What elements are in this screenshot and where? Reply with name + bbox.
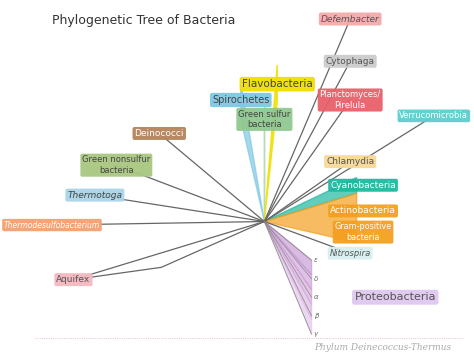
Text: Thermotoga: Thermotoga (67, 191, 122, 200)
Text: Spirochetes: Spirochetes (212, 95, 269, 105)
Polygon shape (264, 222, 311, 334)
Polygon shape (264, 65, 277, 222)
Text: Deinococci: Deinococci (135, 129, 184, 138)
Text: Thermodesulfobacterium: Thermodesulfobacterium (4, 220, 100, 230)
Text: Green nonsulfur
bacteria: Green nonsulfur bacteria (82, 155, 150, 175)
Text: Green sulfur
bacteria: Green sulfur bacteria (238, 110, 291, 129)
Text: Verrucomicrobia: Verrucomicrobia (400, 111, 468, 120)
Text: γ: γ (314, 331, 318, 337)
Text: Proteobacteria: Proteobacteria (355, 292, 436, 302)
Polygon shape (264, 222, 311, 275)
Text: Defembacter: Defembacter (321, 15, 380, 23)
Text: δ: δ (314, 276, 318, 282)
Text: Nitrospira: Nitrospira (329, 249, 371, 258)
Text: α: α (314, 294, 319, 300)
Text: Planctomyces/
Pirelula: Planctomyces/ Pirelula (319, 90, 381, 110)
Text: Cytophaga: Cytophaga (326, 57, 374, 66)
Polygon shape (264, 222, 311, 305)
Text: ε: ε (314, 257, 318, 263)
Polygon shape (264, 178, 356, 222)
Text: Aquifex: Aquifex (56, 275, 91, 284)
Polygon shape (264, 222, 311, 290)
Text: Actinobacteria: Actinobacteria (330, 207, 396, 215)
Polygon shape (264, 193, 356, 243)
Text: β: β (314, 313, 318, 319)
Text: Flavobacteria: Flavobacteria (242, 79, 313, 89)
Text: Phylum Deinecoccus-Thermus: Phylum Deinecoccus-Thermus (314, 343, 451, 352)
Text: Gram-positive
bacteria: Gram-positive bacteria (335, 222, 392, 242)
Text: Phylogenetic Tree of Bacteria: Phylogenetic Tree of Bacteria (52, 14, 236, 27)
Text: Cyanobacteria: Cyanobacteria (330, 181, 396, 190)
Text: Chlamydia: Chlamydia (326, 157, 374, 166)
Polygon shape (264, 222, 311, 320)
Polygon shape (241, 82, 264, 222)
